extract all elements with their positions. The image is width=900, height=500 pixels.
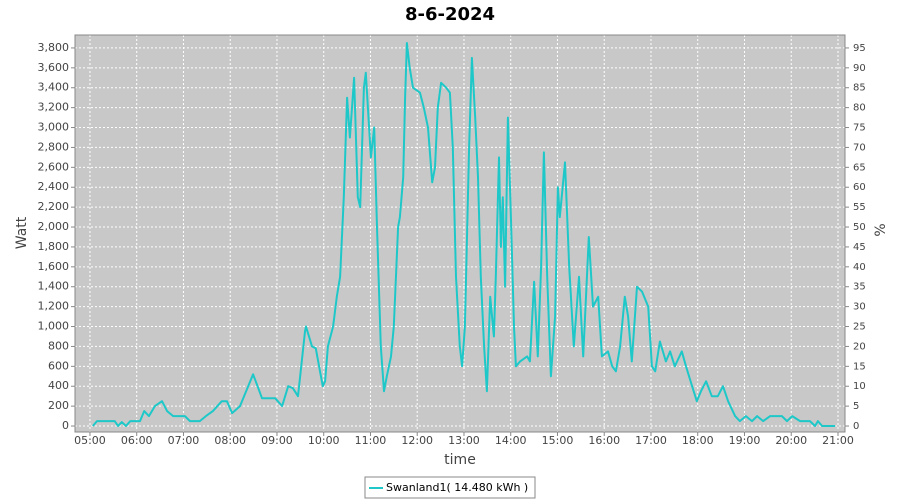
y-tick-label: 3,400 — [38, 81, 70, 94]
y-tick-label: 1,200 — [38, 300, 70, 313]
y2-tick-label: 80 — [853, 103, 866, 114]
y-tick-label: 1,400 — [38, 280, 70, 293]
x-tick-label: 11:00 — [355, 434, 387, 447]
legend-box — [364, 476, 536, 499]
x-tick-label: 13:00 — [448, 434, 480, 447]
x-tick-label: 14:00 — [495, 434, 527, 447]
y-tick-label: 0 — [62, 419, 69, 432]
y2-tick-label: 20 — [853, 341, 866, 352]
x-tick-label: 12:00 — [401, 434, 433, 447]
legend-label: Swanland1( 14.480 kWh ) — [386, 481, 528, 494]
y-tick-label: 2,600 — [38, 160, 70, 173]
x-tick-label: 18:00 — [682, 434, 714, 447]
y2-tick-label: 90 — [853, 63, 866, 74]
y-tick-label: 200 — [48, 399, 69, 412]
y2-tick-label: 95 — [853, 43, 866, 54]
y2-tick-label: 75 — [853, 123, 866, 134]
y2-tick-label: 60 — [853, 182, 866, 193]
y-tick-label: 2,000 — [38, 220, 70, 233]
y2-tick-label: 5 — [853, 401, 859, 412]
y2-tick-label: 55 — [853, 202, 866, 213]
x-tick-label: 08:00 — [214, 434, 246, 447]
legend: Swanland1( 14.480 kWh ) — [364, 476, 536, 499]
chart-title: 8-6-2024 — [405, 4, 495, 25]
y2-tick-label: 0 — [853, 421, 859, 432]
y-tick-label: 3,600 — [38, 61, 70, 74]
x-tick-label: 19:00 — [729, 434, 761, 447]
y-tick-label: 1,600 — [38, 260, 70, 273]
x-tick-label: 10:00 — [308, 434, 340, 447]
y2-tick-label: 65 — [853, 162, 866, 173]
y-tick-label: 2,200 — [38, 200, 70, 213]
y-tick-label: 1,800 — [38, 240, 70, 253]
y2-tick-label: 30 — [853, 302, 866, 313]
y2-tick-label: 35 — [853, 282, 866, 293]
y2-tick-label: 45 — [853, 242, 866, 253]
y2-tick-label: 50 — [853, 222, 866, 233]
y-tick-label: 3,000 — [38, 121, 70, 134]
y2-tick-label: 70 — [853, 142, 866, 153]
x-tick-label: 05:00 — [74, 434, 106, 447]
y2-axis-label: % — [873, 223, 889, 236]
x-tick-label: 07:00 — [168, 434, 200, 447]
y-tick-label: 1,000 — [38, 320, 70, 333]
x-tick-label: 15:00 — [542, 434, 574, 447]
y2-tick-label: 40 — [853, 262, 866, 273]
x-tick-label: 16:00 — [588, 434, 620, 447]
plot-area — [75, 35, 845, 432]
y2-tick-label: 15 — [853, 361, 866, 372]
y-tick-label: 800 — [48, 339, 69, 352]
y-axis-label: Watt — [14, 216, 30, 249]
y-tick-label: 3,200 — [38, 101, 70, 114]
line-series — [92, 42, 836, 427]
y2-tick-label: 10 — [853, 381, 866, 392]
x-tick-label: 09:00 — [261, 434, 293, 447]
plot-border — [74, 34, 846, 433]
y2-tick-label: 85 — [853, 83, 866, 94]
y-tick-label: 3,800 — [38, 41, 70, 54]
x-axis-label: time — [444, 452, 476, 468]
x-tick-label: 21:00 — [822, 434, 854, 447]
y-tick-label: 2,400 — [38, 180, 70, 193]
y-tick-label: 600 — [48, 359, 69, 372]
x-tick-label: 20:00 — [775, 434, 807, 447]
y-tick-label: 2,800 — [38, 140, 70, 153]
y-tick-label: 400 — [48, 379, 69, 392]
x-tick-label: 17:00 — [635, 434, 667, 447]
x-tick-label: 06:00 — [121, 434, 153, 447]
y2-tick-label: 25 — [853, 322, 866, 333]
